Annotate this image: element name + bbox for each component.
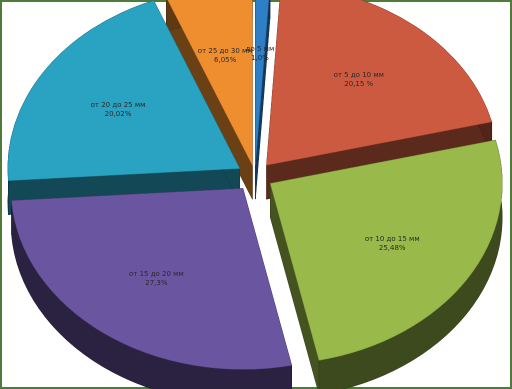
pie-slice-4: [7, 0, 241, 181]
slice-label-5: от 25 до 30 мм: [198, 47, 253, 55]
pie-slice-0: [255, 0, 270, 166]
pie-tops: [7, 0, 503, 370]
slice-value-label-4: 20,02%: [105, 110, 132, 118]
slice-value-label-5: 6,05%: [214, 56, 237, 64]
pie-slice-5: [167, 0, 253, 166]
pie-slice-2: [269, 139, 503, 361]
slice-label-0: до 5 мм: [246, 45, 275, 53]
slice-value-label-0: 1,0%: [251, 54, 269, 62]
pie-slice-1: [266, 0, 493, 166]
slice-label-3: от 15 до 20 мм: [129, 270, 184, 278]
slice-label-4: от 20 до 25 мм: [91, 101, 146, 109]
slice-value-label-1: 20,15 %: [344, 80, 373, 88]
pie-slice-3: [11, 188, 293, 370]
slice-label-2: от 10 до 15 мм: [365, 235, 420, 243]
slice-value-label-2: 25,48%: [379, 244, 406, 252]
slice-value-label-3: 27,3%: [145, 279, 168, 287]
slice-label-1: от 5 до 10 мм: [334, 71, 384, 79]
